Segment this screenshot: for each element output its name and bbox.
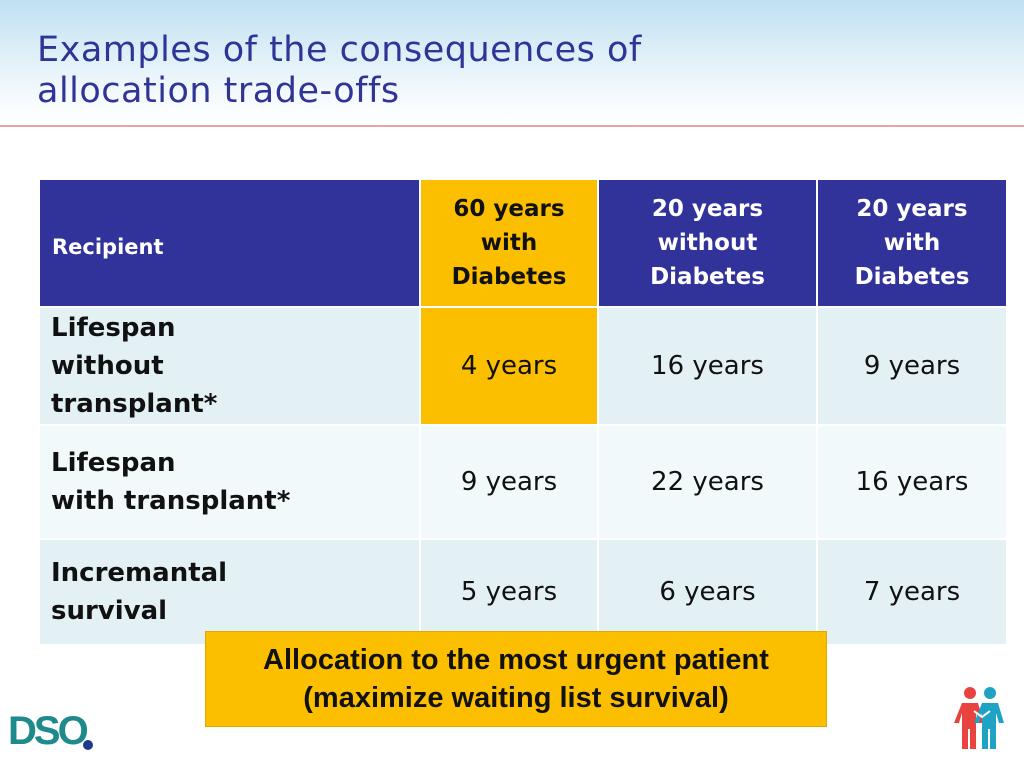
row-label: Incremantal survival xyxy=(38,538,421,646)
header-line: Diabetes xyxy=(650,264,765,290)
header-60-with-diabetes: 60 years with Diabetes xyxy=(419,178,599,308)
title-divider xyxy=(0,125,1024,127)
row-label-line: transplant* xyxy=(51,389,218,419)
table-cell: 22 years xyxy=(597,424,818,540)
table-cell: 9 years xyxy=(816,306,1008,426)
table-row-lifespan-with-transplant: Lifespan with transplant* 9 years 22 yea… xyxy=(38,424,1008,540)
header-recipient: Recipient xyxy=(38,178,421,308)
dso-logo: DSO xyxy=(8,709,93,752)
table-cell-highlighted: 4 years xyxy=(419,306,599,426)
table-cell: 5 years xyxy=(419,538,599,646)
table-cell: 7 years xyxy=(816,538,1008,646)
header-20-with-diabetes: 20 years with Diabetes xyxy=(816,178,1008,308)
header-line: Diabetes xyxy=(451,264,567,290)
table-cell: 6 years xyxy=(597,538,818,646)
callout-line-1: Allocation to the most urgent patient xyxy=(263,644,769,676)
row-label-line: Lifespan xyxy=(51,448,176,478)
people-icon xyxy=(954,687,1004,749)
header-line: with xyxy=(480,230,538,256)
allocation-callout: Allocation to the most urgent patient (m… xyxy=(205,631,827,727)
row-label-line: with transplant* xyxy=(51,486,291,516)
header-line: 20 years xyxy=(651,196,764,222)
header-line: 20 years xyxy=(856,196,968,222)
slide-title-line-2: allocation trade-offs xyxy=(37,71,400,111)
table-row-incremental-survival: Incremantal survival 5 years 6 years 7 y… xyxy=(38,538,1008,646)
slide-title: Examples of the consequences of allocati… xyxy=(37,30,937,112)
header-line: 60 years xyxy=(453,196,565,222)
callout-line-2: (maximize waiting list survival) xyxy=(303,682,729,714)
row-label-line: Incremantal xyxy=(51,558,228,588)
row-label: Lifespan with transplant* xyxy=(38,424,421,540)
table-cell: 16 years xyxy=(816,424,1008,540)
table-cell: 16 years xyxy=(597,306,818,426)
slide-title-line-1: Examples of the consequences of xyxy=(37,30,642,70)
logo-dot-icon xyxy=(83,740,93,750)
table-cell: 9 years xyxy=(419,424,599,540)
header-line: Diabetes xyxy=(854,264,970,290)
header-line: without xyxy=(657,230,758,256)
table-row-lifespan-without-transplant: Lifespan without transplant* 4 years 16 … xyxy=(38,306,1008,426)
tradeoff-table: Recipient 60 years with Diabetes 20 year… xyxy=(38,178,1008,646)
slide-header-band xyxy=(0,0,1024,126)
dso-logo-text: DSO xyxy=(8,709,88,752)
header-20-without-diabetes: 20 years without Diabetes xyxy=(597,178,818,308)
row-label-line: without xyxy=(51,351,164,381)
header-line: with xyxy=(883,230,941,256)
row-label-line: Lifespan xyxy=(51,313,176,343)
row-label: Lifespan without transplant* xyxy=(38,306,421,426)
row-label-line: survival xyxy=(51,596,168,626)
table-header-row: Recipient 60 years with Diabetes 20 year… xyxy=(38,178,1008,308)
